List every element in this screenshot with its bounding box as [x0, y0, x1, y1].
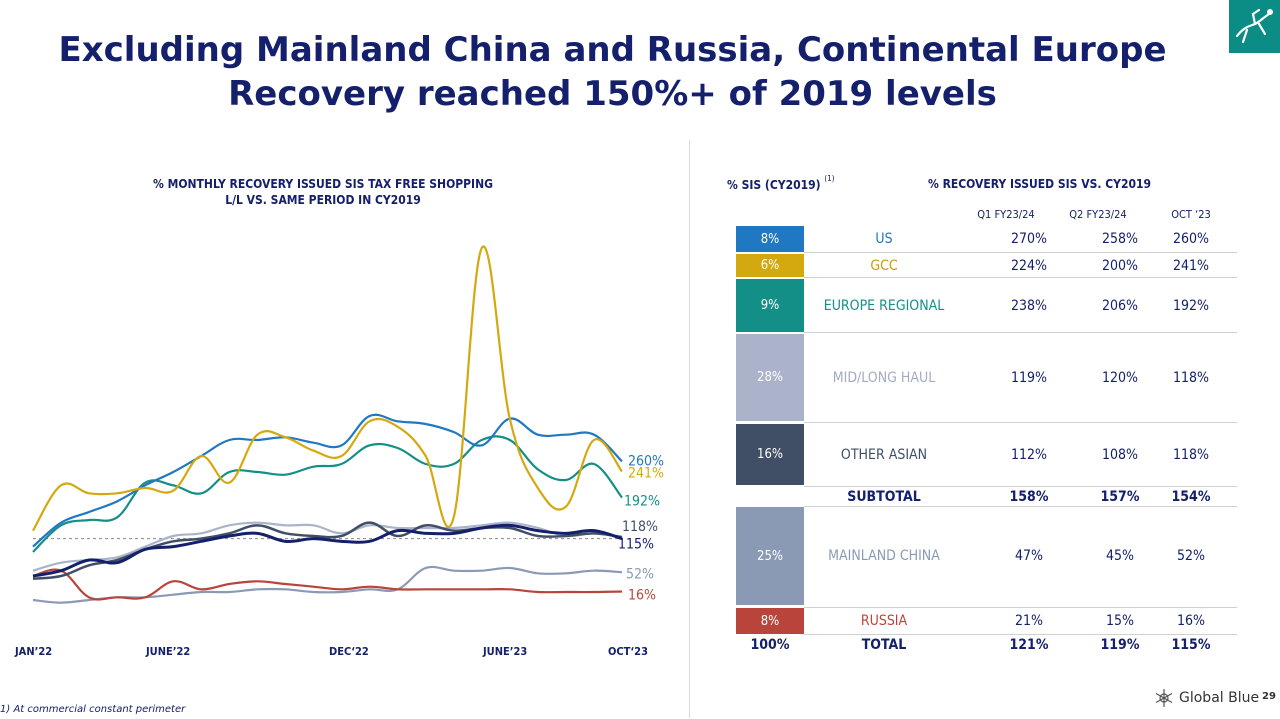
- value-q2: 157%: [1100, 488, 1140, 505]
- series-line-mid-long-haul: [32, 521, 623, 572]
- brand-name: Global Blue: [1179, 690, 1260, 706]
- series-line-us: [32, 413, 623, 548]
- end-label-gcc: 241%: [628, 465, 664, 481]
- x-tick-dec22: DEC‘22: [329, 645, 369, 658]
- value-oct: 192%: [1172, 297, 1209, 314]
- x-tick-jan22: JAN’22: [15, 645, 53, 658]
- end-label-europe-regional: 192%: [624, 494, 660, 510]
- value-q2: 120%: [1101, 369, 1138, 386]
- row-label: MID/LONG HAUL: [832, 369, 936, 386]
- value-q1: 21%: [1015, 613, 1043, 629]
- share-swatch: 16%: [736, 424, 804, 485]
- share-swatch: 8%: [736, 608, 804, 634]
- row-label: EUROPE REGIONAL: [823, 297, 945, 314]
- row-separator: [804, 252, 1237, 253]
- row-separator: [804, 486, 1237, 487]
- table-row-total: 100% TOTAL 121% 119% 115%: [736, 635, 1237, 655]
- value-q2: 200%: [1101, 257, 1138, 274]
- chart-title-line-1: % MONTHLY RECOVERY ISSUED SIS TAX FREE S…: [153, 177, 493, 191]
- row-separator: [804, 506, 1237, 507]
- table-row-other-asian: 16% OTHER ASIAN 112% 108% 118%: [736, 424, 1237, 485]
- value-q2: 15%: [1106, 613, 1134, 629]
- row-separator: [804, 422, 1237, 423]
- end-label-russia: 16%: [628, 587, 656, 603]
- row-label: TOTAL: [861, 637, 907, 653]
- share-total: 100%: [750, 637, 790, 653]
- col-header-q1: Q1 FY23/24: [977, 208, 1035, 221]
- global-blue-logo-badge: [1229, 0, 1280, 53]
- col-header-oct: OCT ‘23: [1171, 208, 1211, 221]
- row-label: OTHER ASIAN: [840, 446, 928, 463]
- row-separator: [804, 277, 1237, 278]
- title-line-1: Excluding Mainland China and Russia, Con…: [58, 30, 1167, 70]
- row-separator: [804, 607, 1237, 608]
- table-row-mid-long-haul: 28% MID/LONG HAUL 119% 120% 118%: [736, 334, 1237, 421]
- share-swatch: 28%: [736, 334, 804, 421]
- row-separator: [804, 332, 1237, 333]
- end-label-total: 115%: [618, 537, 654, 553]
- page-title: Excluding Mainland China and Russia, Con…: [0, 28, 1225, 116]
- value-oct: 52%: [1177, 548, 1205, 564]
- row-label: RUSSIA: [860, 613, 908, 629]
- value-oct: 260%: [1172, 231, 1209, 247]
- page-number: 29: [1262, 691, 1276, 702]
- row-label: SUBTOTAL: [847, 488, 921, 505]
- row-label: MAINLAND CHINA: [828, 548, 940, 564]
- value-q1: 224%: [1010, 257, 1047, 274]
- share-swatch: 6%: [736, 254, 804, 277]
- end-label-mainland-china: 52%: [626, 566, 654, 582]
- value-oct: 118%: [1172, 446, 1209, 463]
- value-oct: 115%: [1171, 637, 1211, 653]
- table-row-us: 8% US 270% 258% 260%: [736, 226, 1237, 252]
- value-q1: 47%: [1015, 548, 1043, 564]
- series-line-gcc: [32, 245, 623, 532]
- value-oct: 16%: [1177, 613, 1205, 629]
- end-label-other-asian: 118%: [622, 519, 658, 535]
- row-label: GCC: [870, 257, 898, 274]
- value-q1: 158%: [1009, 488, 1049, 505]
- global-blue-snowflake-icon: [1155, 689, 1173, 707]
- value-oct: 241%: [1172, 257, 1209, 274]
- row-separator: [804, 634, 1237, 635]
- leaping-figure-icon: [1235, 8, 1273, 44]
- recovery-line-chart: 260%241% 192% 118% 115% 52% 16%: [32, 245, 664, 604]
- value-q2: 108%: [1101, 446, 1138, 463]
- chart-title-line-2: L/L VS. SAME PERIOD IN CY2019: [225, 193, 421, 207]
- x-tick-oct23: OCT‘23: [608, 645, 648, 658]
- series-line-total: [32, 523, 623, 578]
- value-q1: 121%: [1009, 637, 1049, 653]
- table-row-gcc: 6% GCC 224% 200% 241%: [736, 254, 1237, 277]
- value-q2: 206%: [1101, 297, 1138, 314]
- share-swatch: 8%: [736, 226, 804, 252]
- value-q1: 112%: [1010, 446, 1047, 463]
- share-swatch: 9%: [736, 279, 804, 332]
- row-label: US: [875, 231, 893, 247]
- value-q2: 45%: [1106, 548, 1134, 564]
- footnote: 1) At commercial constant perimeter: [0, 704, 186, 715]
- value-q1: 238%: [1010, 297, 1047, 314]
- value-q1: 270%: [1010, 231, 1047, 247]
- table-row-europe-regional: 9% EUROPE REGIONAL 238% 206% 192%: [736, 279, 1237, 332]
- recovery-header: % RECOVERY ISSUED SIS VS. CY2019: [928, 177, 1151, 191]
- col-header-q2: Q2 FY23/24: [1069, 208, 1127, 221]
- x-tick-jun23: JUNE’23: [483, 645, 528, 658]
- share-swatch: 25%: [736, 507, 804, 605]
- table-row-russia: 8% RUSSIA 21% 15% 16%: [736, 608, 1237, 634]
- end-label-us: 260%: [628, 453, 664, 469]
- value-oct: 118%: [1172, 369, 1209, 386]
- global-blue-brand: Global Blue: [1154, 688, 1259, 708]
- value-q2: 258%: [1101, 231, 1138, 247]
- table-row-mainland-china: 25% MAINLAND CHINA 47% 45% 52%: [736, 507, 1237, 605]
- value-oct: 154%: [1171, 488, 1211, 505]
- title-line-2: Recovery reached 150%+ of 2019 levels: [228, 74, 997, 114]
- sis-share-header: % SIS (CY2019) (1): [727, 174, 835, 192]
- series-line-europe-regional: [32, 435, 623, 553]
- x-tick-jun22: JUNE’22: [146, 645, 191, 658]
- table-row-subtotal: SUBTOTAL 158% 157% 154%: [736, 487, 1237, 506]
- value-q2: 119%: [1100, 637, 1140, 653]
- chart-title: % MONTHLY RECOVERY ISSUED SIS TAX FREE S…: [118, 176, 528, 208]
- series-line-russia: [32, 568, 623, 601]
- value-q1: 119%: [1010, 369, 1047, 386]
- section-divider: [689, 140, 690, 718]
